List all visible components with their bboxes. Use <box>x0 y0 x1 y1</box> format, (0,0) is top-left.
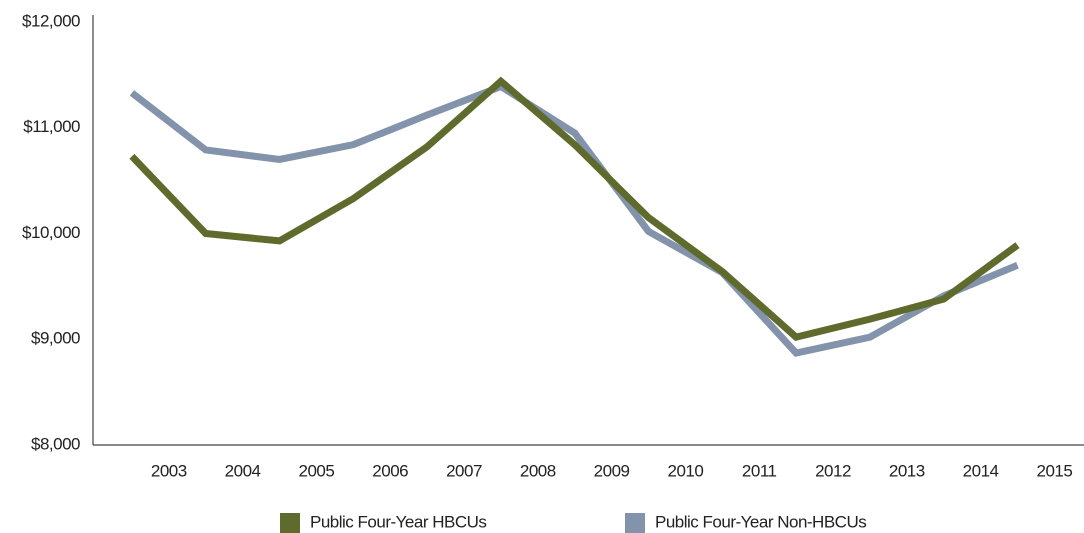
y-tick-label: $8,000 <box>31 434 80 453</box>
x-tick-label: 2007 <box>446 461 482 480</box>
series-line <box>129 82 1019 357</box>
x-tick-label: 2010 <box>667 461 703 480</box>
legend-swatch <box>625 513 645 533</box>
x-tick-label: 2009 <box>594 461 630 480</box>
x-tick-label: 2004 <box>225 461 261 480</box>
x-tick-label: 2011 <box>742 461 777 480</box>
x-tick-label: 2012 <box>815 461 851 480</box>
x-tick-label: 2005 <box>298 461 334 480</box>
x-tick-label: 2014 <box>963 461 999 480</box>
y-tick-label: $10,000 <box>22 223 80 242</box>
x-tick-label: 2006 <box>372 461 408 480</box>
series-line <box>129 76 1020 341</box>
legend-swatch <box>280 513 300 533</box>
y-tick-label: $11,000 <box>23 117 80 136</box>
y-tick-label: $12,000 <box>22 11 80 30</box>
x-tick-label: 2013 <box>889 461 925 480</box>
x-tick-label: 2008 <box>520 461 556 480</box>
legend-label: Public Four-Year HBCUs <box>310 512 486 531</box>
x-tick-label: 2003 <box>151 461 187 480</box>
y-tick-label: $9,000 <box>31 329 80 348</box>
x-tick-label: 2015 <box>1036 461 1072 480</box>
legend-label: Public Four-Year Non-HBCUs <box>655 512 866 531</box>
